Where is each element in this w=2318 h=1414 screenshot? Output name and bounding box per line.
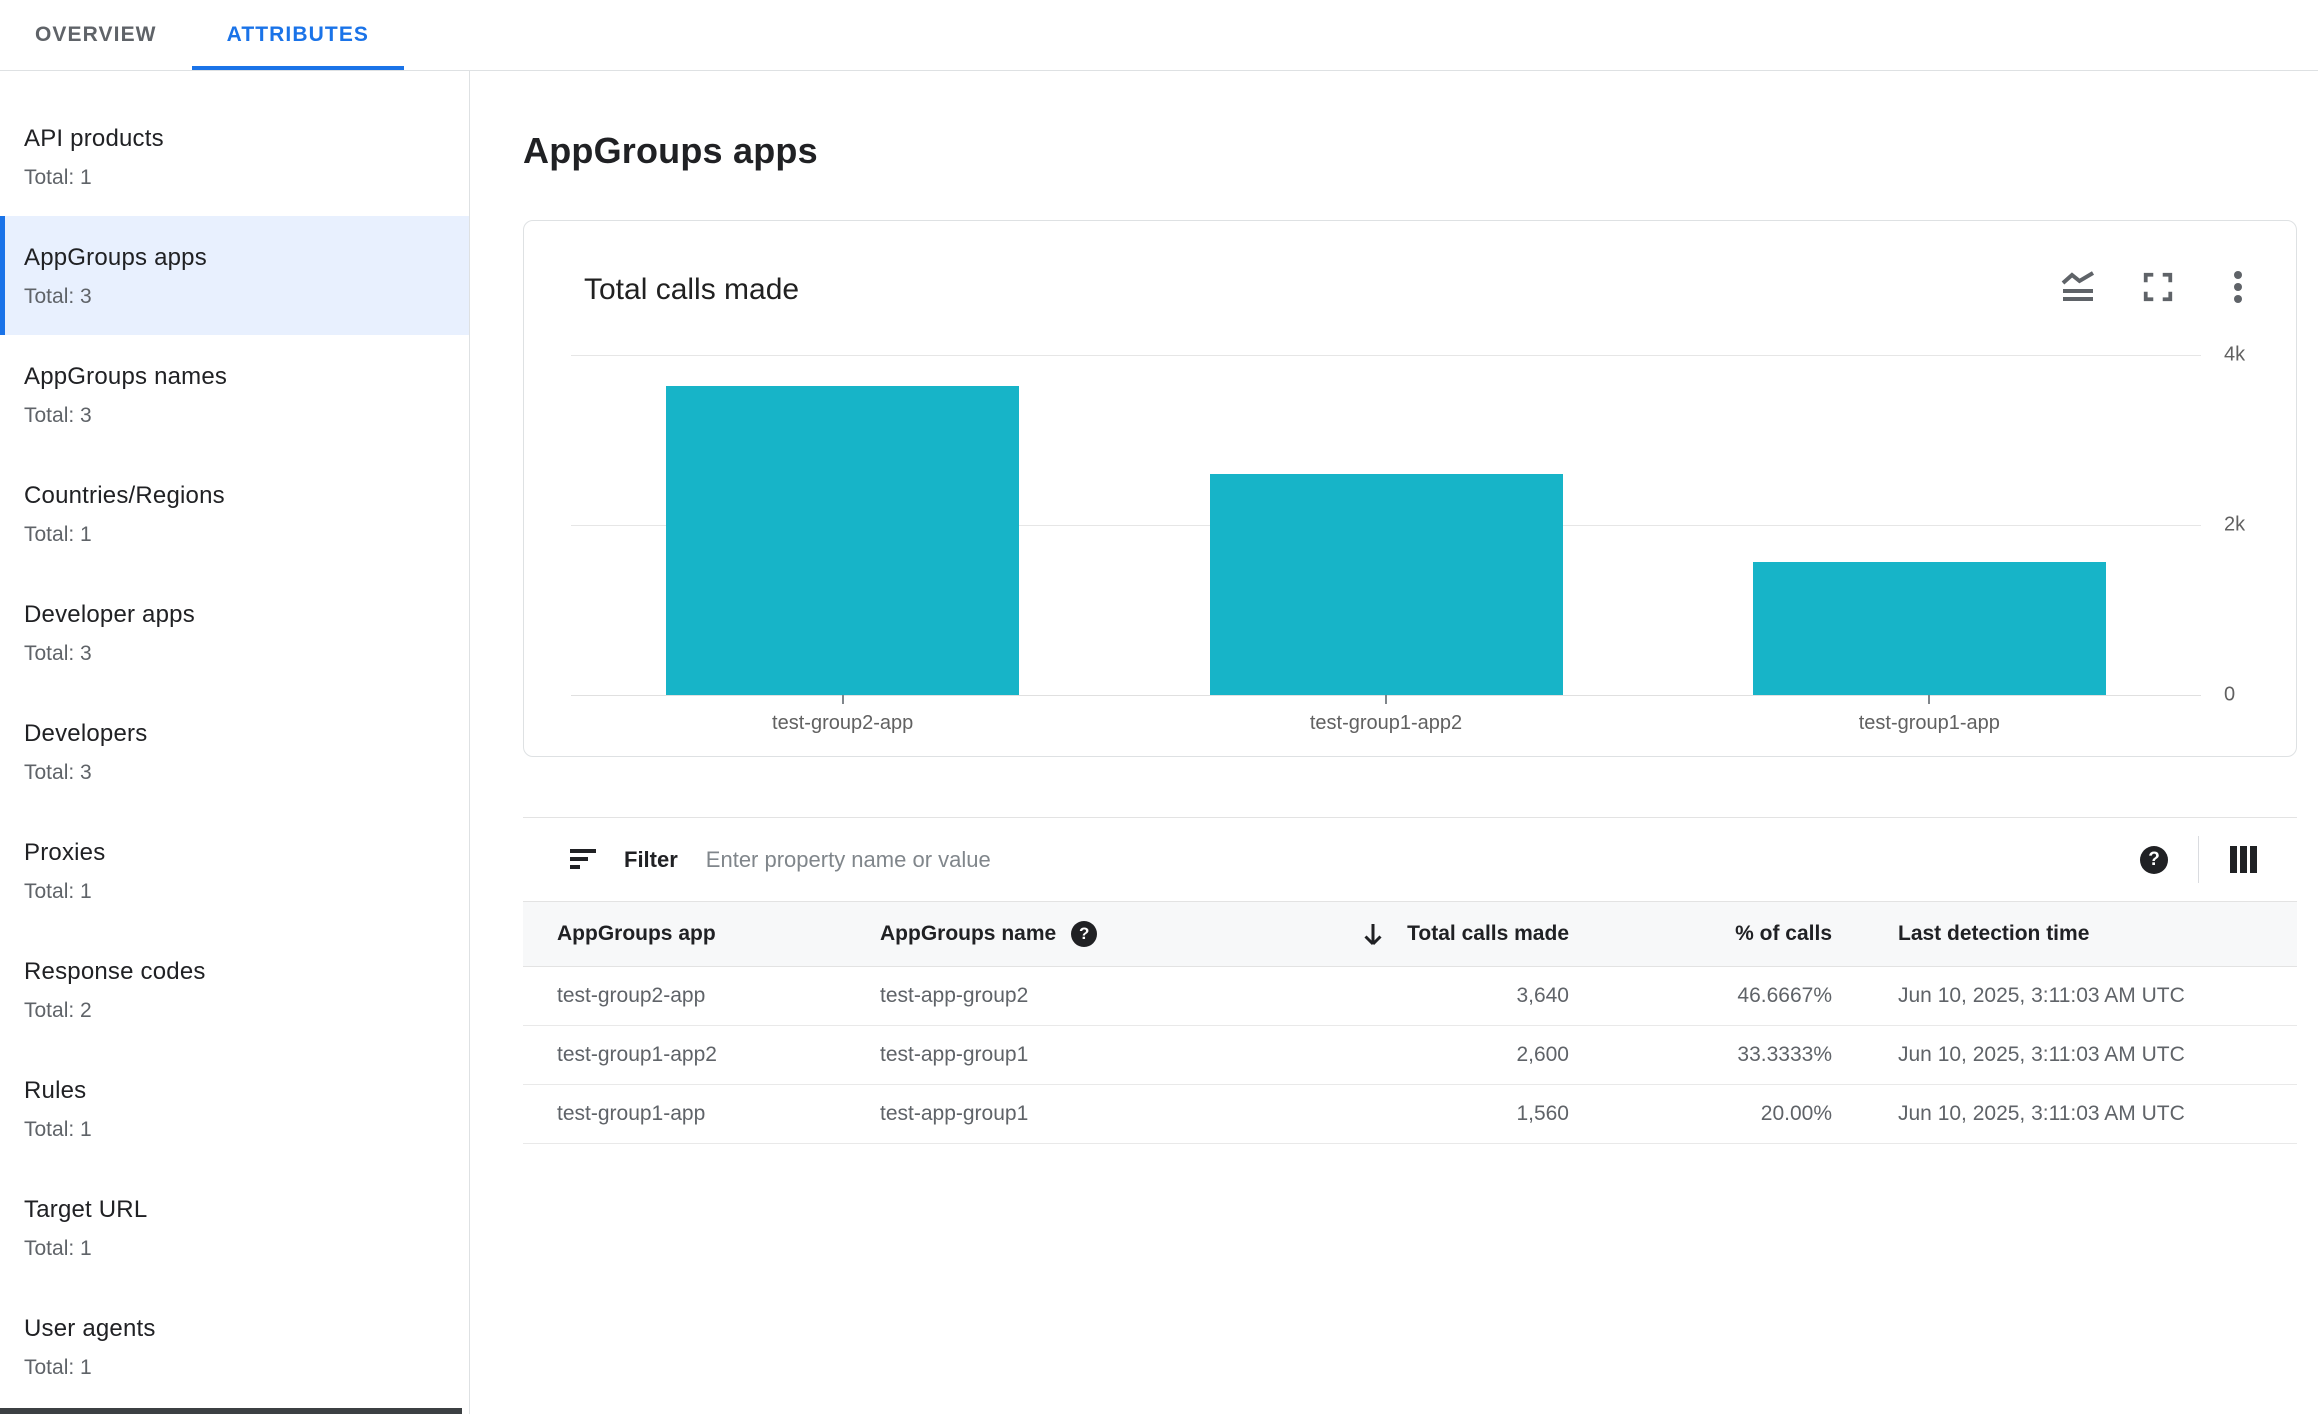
sidebar-scrollbar[interactable] [0, 1408, 462, 1414]
sidebar-item-countries-regions[interactable]: Countries/Regions Total: 1 [0, 454, 469, 573]
cell-last-detection: Jun 10, 2025, 3:11:03 AM UTC [1898, 984, 2185, 1007]
sidebar-item-label: Target URL [24, 1196, 148, 1223]
cell-appgroups-app: test-group1-app2 [557, 1043, 717, 1066]
table-header-row: AppGroups app AppGroups name ? Total cal… [523, 901, 2297, 967]
sidebar-item-total: Total: 3 [24, 761, 92, 784]
bar-test-group2-app[interactable] [666, 385, 1020, 695]
page-title: AppGroups apps [523, 130, 818, 171]
attributes-sidebar: API products Total: 1 AppGroups apps Tot… [0, 71, 470, 1414]
sort-descending-icon [1361, 921, 1385, 947]
filter-label: Filter [624, 846, 678, 872]
x-axis-label-test-group1-app2: test-group1-app2 [1309, 712, 1463, 734]
sidebar-item-rules[interactable]: Rules Total: 1 [0, 1049, 469, 1168]
sidebar-item-total: Total: 1 [24, 523, 92, 546]
y-axis-label-4k: 4k [2224, 343, 2246, 366]
sidebar-item-total: Total: 1 [24, 1237, 92, 1260]
columns-icon[interactable] [2229, 846, 2257, 874]
filterbar-divider [2198, 836, 2199, 883]
sidebar-item-proxies[interactable]: Proxies Total: 1 [0, 811, 469, 930]
cell-pct-calls: 46.6667% [1737, 984, 1832, 1007]
appgroups-name-help-icon[interactable]: ? [1071, 921, 1098, 947]
tab-overview[interactable]: OVERVIEW [35, 23, 157, 46]
chart-actions [2060, 269, 2256, 305]
sidebar-item-total: Total: 1 [24, 1118, 92, 1141]
filter-bar: Filter ? [523, 817, 2297, 901]
bar-test-group1-app2[interactable] [1209, 474, 1563, 695]
cell-total-calls: 3,640 [1516, 984, 1569, 1007]
table-row: test-group1-app2 test-app-group1 2,600 3… [523, 1026, 2297, 1085]
sidebar-item-label: Developers [24, 720, 148, 747]
table-row: test-group2-app test-app-group2 3,640 46… [523, 967, 2297, 1026]
tab-attributes[interactable]: ATTRIBUTES [191, 0, 405, 70]
sidebar-item-response-codes[interactable]: Response codes Total: 2 [0, 930, 469, 1049]
sidebar-item-label: Proxies [24, 839, 106, 866]
sidebar-item-label: AppGroups apps [24, 244, 207, 271]
sidebar-item-total: Total: 1 [24, 1356, 92, 1379]
cell-appgroups-app: test-group1-app [557, 1102, 706, 1125]
x-axis-tick [841, 695, 844, 704]
sidebar-item-total: Total: 3 [24, 642, 92, 665]
y-axis-label-0: 0 [2224, 683, 2236, 706]
filter-icon [569, 849, 597, 871]
cell-total-calls: 1,560 [1516, 1102, 1569, 1125]
tab-bar: OVERVIEW ATTRIBUTES [0, 0, 2318, 71]
cell-appgroups-name: test-app-group1 [880, 1043, 1029, 1066]
help-icon[interactable]: ? [2140, 845, 2168, 874]
column-header-pct-calls[interactable]: % of calls [1735, 922, 1832, 945]
chart-type-icon[interactable] [2060, 269, 2096, 305]
filter-input[interactable] [703, 845, 2140, 874]
x-axis-label-test-group2-app: test-group2-app [772, 712, 914, 734]
sidebar-item-label: User agents [24, 1315, 156, 1342]
sidebar-item-total: Total: 3 [24, 285, 92, 308]
cell-last-detection: Jun 10, 2025, 3:11:03 AM UTC [1898, 1102, 2185, 1125]
fullscreen-icon[interactable] [2140, 269, 2176, 305]
cell-pct-calls: 33.3333% [1737, 1043, 1832, 1066]
sidebar-item-label: AppGroups names [24, 363, 228, 390]
chart-card: Total calls made [523, 220, 2297, 757]
sidebar-item-target-url[interactable]: Target URL Total: 1 [0, 1168, 469, 1287]
sidebar-item-developers[interactable]: Developers Total: 3 [0, 692, 469, 811]
sidebar-item-appgroups-names[interactable]: AppGroups names Total: 3 [0, 335, 469, 454]
cell-last-detection: Jun 10, 2025, 3:11:03 AM UTC [1898, 1043, 2185, 1066]
column-header-total-calls-label: Total calls made [1407, 922, 1569, 945]
column-header-total-calls[interactable]: Total calls made [1361, 921, 1569, 947]
sidebar-item-label: Response codes [24, 958, 206, 985]
sidebar-item-label: Developer apps [24, 601, 195, 628]
cell-appgroups-name: test-app-group2 [880, 984, 1029, 1007]
sidebar-item-total: Total: 1 [24, 166, 92, 189]
main-content: AppGroups apps Total calls made [471, 71, 2318, 1414]
chart-title: Total calls made [584, 273, 800, 306]
x-axis-label-test-group1-app: test-group1-app [1858, 712, 2000, 734]
sidebar-item-label: Countries/Regions [24, 482, 225, 509]
attributes-table-block: Filter ? AppGroups app AppGroups name ? [523, 817, 2297, 1144]
sidebar-item-total: Total: 2 [24, 999, 92, 1022]
column-header-appgroups-name-label: AppGroups name [880, 922, 1057, 945]
sidebar-item-total: Total: 3 [24, 404, 92, 427]
x-axis-tick [1385, 695, 1387, 704]
cell-appgroups-app: test-group2-app [557, 984, 706, 1007]
sidebar-item-user-agents[interactable]: User agents Total: 1 [0, 1287, 469, 1406]
sidebar-item-api-products[interactable]: API products Total: 1 [0, 97, 469, 216]
sidebar-item-label: API products [24, 125, 164, 152]
cell-pct-calls: 20.00% [1760, 1102, 1832, 1125]
column-header-last-detection[interactable]: Last detection time [1898, 922, 2090, 945]
sidebar-item-appgroups-apps[interactable]: AppGroups apps Total: 3 [0, 216, 469, 335]
bar-chart: 4k 2k 0 test-group2-app test-group1-app2 test… [571, 344, 2245, 734]
column-header-appgroups-name[interactable]: AppGroups name ? [880, 921, 1343, 947]
kebab-menu-icon[interactable] [2220, 269, 2256, 305]
gridline-4k [571, 355, 2201, 356]
table-row: test-group1-app test-app-group1 1,560 20… [523, 1085, 2297, 1144]
column-header-appgroups-app[interactable]: AppGroups app [557, 922, 716, 945]
cell-appgroups-name: test-app-group1 [880, 1102, 1029, 1125]
y-axis-label-2k: 2k [2224, 513, 2246, 536]
sidebar-item-total: Total: 1 [24, 880, 92, 903]
cell-total-calls: 2,600 [1516, 1043, 1569, 1066]
sidebar-item-developer-apps[interactable]: Developer apps Total: 3 [0, 573, 469, 692]
bar-test-group1-app[interactable] [1752, 562, 2106, 695]
sidebar-item-label: Rules [24, 1077, 87, 1104]
x-axis-tick [1928, 695, 1931, 704]
